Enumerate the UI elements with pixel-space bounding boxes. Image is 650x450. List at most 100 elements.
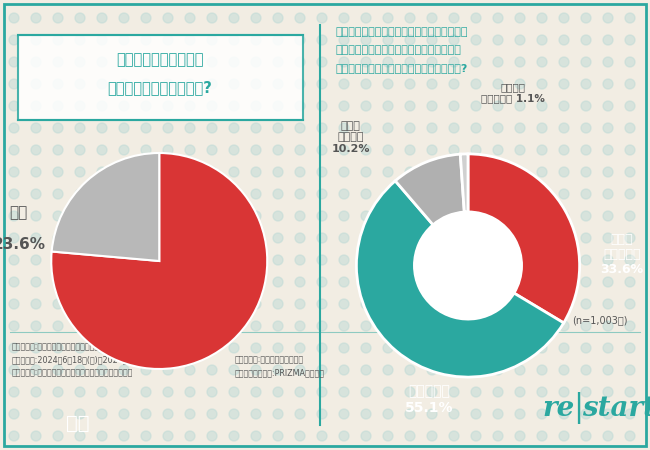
Circle shape [75, 277, 85, 287]
Circle shape [471, 277, 481, 287]
Circle shape [185, 189, 195, 199]
Circle shape [405, 13, 415, 23]
Circle shape [537, 211, 547, 221]
Circle shape [493, 343, 503, 353]
Circle shape [559, 321, 569, 331]
Circle shape [317, 13, 327, 23]
Circle shape [207, 277, 217, 287]
Circle shape [383, 277, 393, 287]
Circle shape [427, 189, 437, 199]
Circle shape [97, 321, 107, 331]
Circle shape [141, 321, 151, 331]
Circle shape [9, 189, 19, 199]
Circle shape [251, 211, 261, 221]
Circle shape [537, 387, 547, 397]
Circle shape [273, 167, 283, 177]
Circle shape [559, 101, 569, 111]
Circle shape [207, 167, 217, 177]
Circle shape [97, 13, 107, 23]
Circle shape [515, 431, 525, 441]
Circle shape [295, 189, 305, 199]
Circle shape [339, 233, 349, 243]
Circle shape [295, 101, 305, 111]
Circle shape [405, 365, 415, 375]
Circle shape [295, 343, 305, 353]
Circle shape [493, 57, 503, 67]
Circle shape [31, 321, 41, 331]
Circle shape [339, 57, 349, 67]
Circle shape [559, 35, 569, 45]
Circle shape [9, 57, 19, 67]
Circle shape [449, 79, 459, 89]
Circle shape [493, 431, 503, 441]
Circle shape [559, 409, 569, 419]
Circle shape [31, 365, 41, 375]
Circle shape [405, 145, 415, 155]
Circle shape [581, 299, 591, 309]
Circle shape [361, 233, 371, 243]
Circle shape [603, 321, 613, 331]
Circle shape [9, 167, 19, 177]
Circle shape [405, 409, 415, 419]
Circle shape [9, 101, 19, 111]
Circle shape [97, 123, 107, 133]
Circle shape [229, 13, 239, 23]
Circle shape [383, 409, 393, 419]
Text: start: start [582, 395, 650, 422]
Circle shape [427, 343, 437, 353]
Circle shape [449, 277, 459, 287]
Circle shape [427, 123, 437, 133]
Circle shape [141, 255, 151, 265]
Circle shape [75, 189, 85, 199]
Circle shape [559, 79, 569, 89]
Circle shape [581, 79, 591, 89]
Circle shape [515, 101, 525, 111]
Circle shape [97, 35, 107, 45]
Circle shape [53, 211, 63, 221]
Circle shape [207, 299, 217, 309]
Circle shape [251, 343, 261, 353]
Circle shape [295, 277, 305, 287]
Circle shape [229, 57, 239, 67]
Circle shape [295, 79, 305, 89]
Circle shape [229, 79, 239, 89]
Circle shape [471, 321, 481, 331]
Circle shape [207, 79, 217, 89]
Circle shape [229, 365, 239, 375]
Circle shape [9, 365, 19, 375]
Circle shape [339, 189, 349, 199]
Circle shape [317, 365, 327, 375]
Circle shape [31, 145, 41, 155]
Circle shape [185, 35, 195, 45]
Circle shape [427, 277, 437, 287]
Circle shape [53, 321, 63, 331]
Circle shape [405, 343, 415, 353]
Circle shape [163, 145, 173, 155]
Circle shape [185, 13, 195, 23]
Circle shape [207, 233, 217, 243]
Text: 実施した検査結果を専門医へ直接送ること: 実施した検査結果を専門医へ直接送ること [335, 45, 461, 55]
Circle shape [229, 167, 239, 177]
Circle shape [185, 145, 195, 155]
Circle shape [273, 35, 283, 45]
Circle shape [537, 101, 547, 111]
Circle shape [119, 277, 129, 287]
Circle shape [97, 189, 107, 199]
Circle shape [339, 409, 349, 419]
Circle shape [427, 387, 437, 397]
Circle shape [251, 233, 261, 243]
Circle shape [119, 431, 129, 441]
Circle shape [273, 101, 283, 111]
Circle shape [295, 167, 305, 177]
Circle shape [449, 233, 459, 243]
Circle shape [537, 255, 547, 265]
Circle shape [163, 255, 173, 265]
Circle shape [119, 409, 129, 419]
Circle shape [537, 189, 547, 199]
Circle shape [9, 321, 19, 331]
Wedge shape [356, 181, 564, 377]
Circle shape [141, 299, 151, 309]
Circle shape [97, 409, 107, 419]
Circle shape [75, 57, 85, 67]
Circle shape [9, 79, 19, 89]
